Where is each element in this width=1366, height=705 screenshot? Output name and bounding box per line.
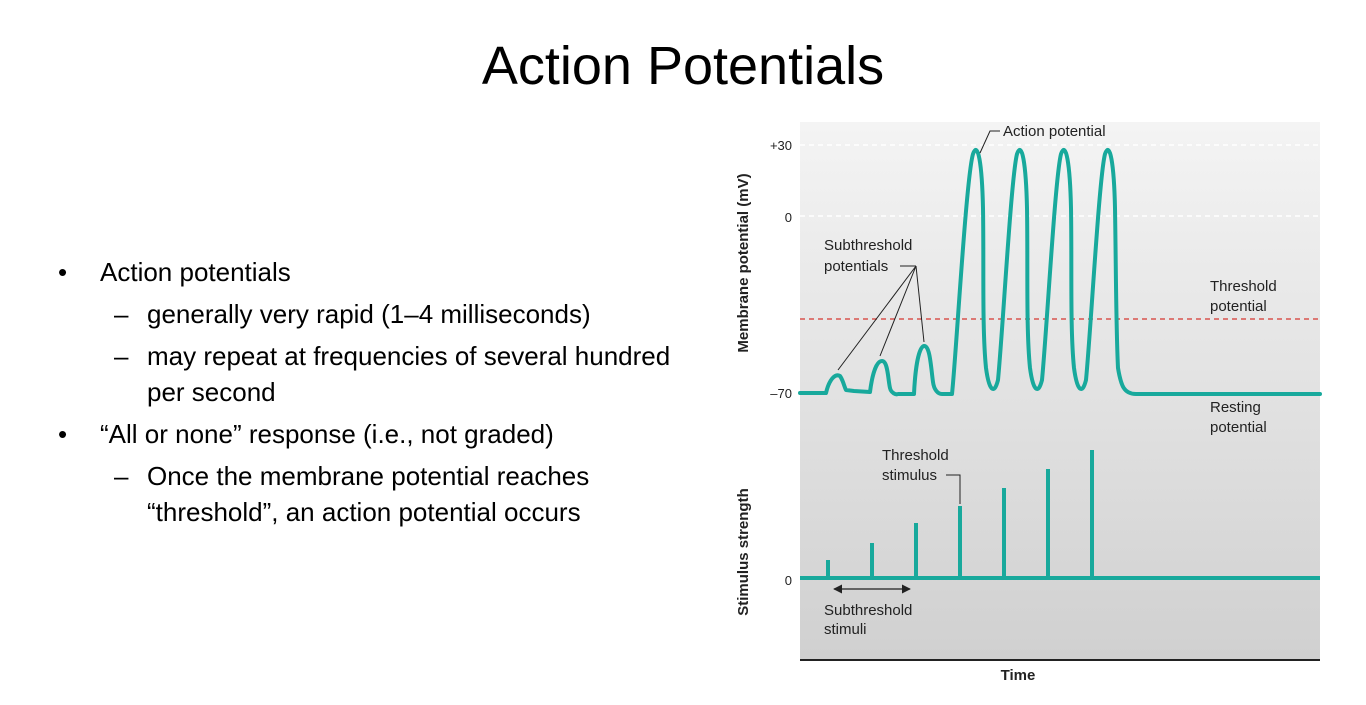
- threshold-stimulus-label-line2: stimulus: [882, 467, 937, 484]
- sub-bullet-item: – Once the membrane potential reaches “t…: [58, 458, 678, 530]
- bullet-text: Action potentials: [100, 257, 291, 287]
- tick-zero: 0: [785, 210, 792, 225]
- sub-bullet-item: – generally very rapid (1–4 milliseconds…: [58, 296, 678, 332]
- bullet-item: • “All or none” response (i.e., not grad…: [58, 416, 678, 452]
- sub-bullet-item: – may repeat at frequencies of several h…: [58, 338, 678, 410]
- subthreshold-potentials-label-line2: potentials: [824, 258, 888, 275]
- threshold-potential-label-line2: potential: [1210, 298, 1267, 315]
- threshold-stimulus-leader: [946, 474, 961, 504]
- tick-plus30: +30: [770, 138, 792, 153]
- sub-bullet-marker: –: [114, 461, 129, 491]
- tick-minus70: –70: [770, 386, 792, 401]
- sub-bullet-marker: –: [114, 299, 129, 329]
- time-axis-label: Time: [1001, 667, 1036, 684]
- bullet-text: “All or none” response (i.e., not graded…: [100, 419, 554, 449]
- sub-bullet-text: generally very rapid (1–4 milliseconds): [147, 299, 591, 329]
- tick-stimulus-zero: 0: [785, 573, 792, 588]
- bullet-item: • Action potentials: [58, 254, 678, 290]
- bullet-list: • Action potentials – generally very rap…: [58, 254, 678, 536]
- action-potential-figure: Membrane potential (mV) Stimulus strengt…: [728, 118, 1328, 693]
- resting-potential-label-line1: Resting: [1210, 399, 1261, 416]
- membrane-potential-axis-label: Membrane potential (mV): [735, 173, 752, 352]
- figure-svg: Membrane potential (mV) Stimulus strengt…: [735, 122, 1322, 684]
- sub-bullet-text: may repeat at frequencies of several hun…: [147, 341, 671, 407]
- sub-bullet-marker: –: [114, 341, 129, 371]
- action-potential-leader: [979, 130, 1000, 154]
- sub-bullet-text: Once the membrane potential reaches “thr…: [147, 461, 590, 527]
- action-potential-label: Action potential: [1003, 123, 1106, 140]
- figure-background: [800, 122, 1320, 660]
- threshold-potential-label-line1: Threshold: [1210, 278, 1277, 295]
- resting-potential-label-line2: potential: [1210, 419, 1267, 436]
- subthreshold-stimuli-label-line1: Subthreshold: [824, 602, 912, 619]
- subthreshold-leader-lines: [837, 265, 925, 371]
- membrane-potential-trace: [798, 148, 1322, 397]
- subthreshold-stimuli-label-line2: stimuli: [824, 621, 867, 638]
- slide-title: Action Potentials: [481, 36, 885, 96]
- stimulus-strength-axis-label: Stimulus strength: [735, 488, 752, 616]
- bullet-marker: •: [58, 257, 68, 287]
- threshold-stimulus-label-line1: Threshold: [882, 447, 949, 464]
- bullet-marker: •: [58, 419, 68, 449]
- subthreshold-potentials-label-line1: Subthreshold: [824, 237, 912, 254]
